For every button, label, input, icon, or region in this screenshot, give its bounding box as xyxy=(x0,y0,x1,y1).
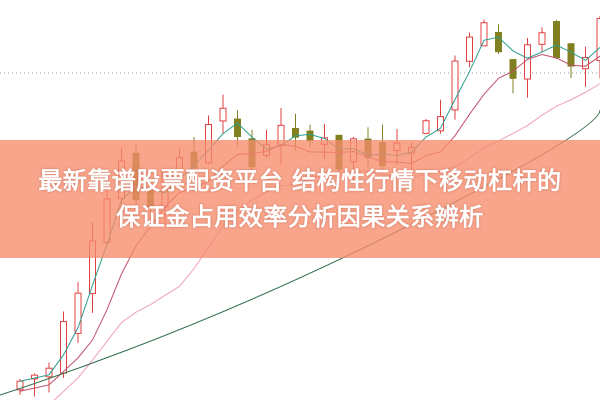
candle-body xyxy=(234,118,241,137)
candle-body xyxy=(553,21,560,59)
candle-body xyxy=(466,36,473,62)
title-banner: 最新靠谱股票配资平台 结构性行情下移动杠杆的 保证金占用效率分析因果关系辨析 xyxy=(0,140,600,258)
article-title-line-1: 最新靠谱股票配资平台 结构性行情下移动杠杆的 xyxy=(38,167,562,195)
candle-body xyxy=(292,128,299,138)
candle-body xyxy=(524,44,531,80)
candle-body xyxy=(74,292,82,334)
candle-body xyxy=(45,367,53,378)
candle-body xyxy=(582,57,589,70)
candle-body xyxy=(567,43,575,67)
candle-body xyxy=(219,107,227,122)
candle-body xyxy=(538,32,546,45)
candle-body xyxy=(422,120,430,134)
candle-body xyxy=(451,60,459,111)
candle-body xyxy=(596,17,600,62)
candle-body xyxy=(60,321,67,374)
candle-body xyxy=(495,31,502,53)
candle-body xyxy=(437,116,444,132)
candle-body xyxy=(480,22,488,47)
article-title-line-2: 保证金占用效率分析因果关系辨析 xyxy=(116,203,484,231)
